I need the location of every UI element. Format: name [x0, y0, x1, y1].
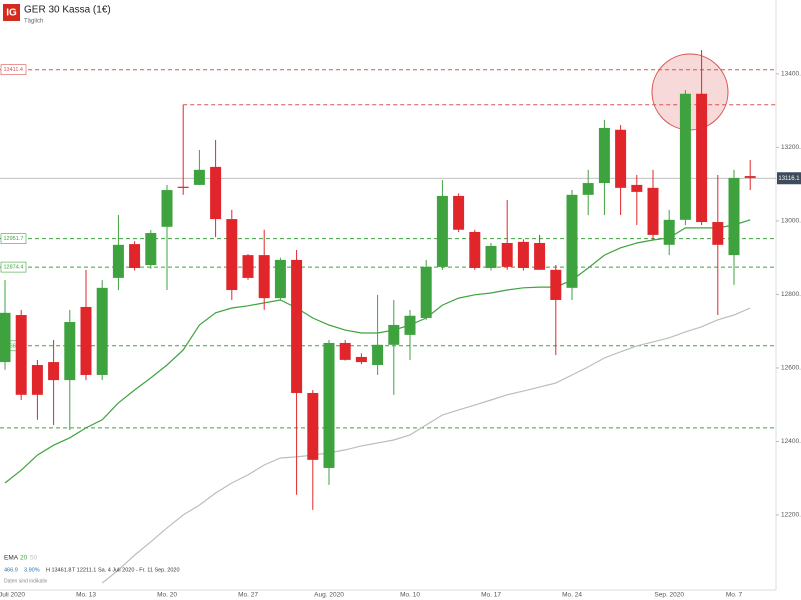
x-tick-label: Mo. 13 — [76, 592, 96, 599]
candle-body — [631, 184, 643, 192]
candle-body — [517, 241, 529, 268]
candle-body — [355, 356, 367, 363]
candle-body — [550, 269, 562, 300]
last-price-label: 13116.1 — [778, 176, 800, 182]
candle-body — [453, 195, 465, 230]
candle-body — [258, 255, 270, 299]
level-label: 12951.7 — [4, 236, 24, 242]
logo-box — [3, 4, 20, 21]
candle-body — [31, 365, 43, 395]
candle-body — [129, 244, 141, 268]
candle-body — [696, 93, 708, 223]
candle-body — [582, 183, 594, 195]
candle-body — [485, 245, 497, 268]
candle-body — [291, 259, 303, 393]
candle-body — [372, 344, 384, 366]
info-low: T 12211.1 — [72, 567, 96, 573]
candle-body — [647, 187, 659, 235]
y-tick-label: 12400.0 — [781, 438, 801, 445]
level-label-box — [0, 64, 27, 75]
x-tick-label: Mo. 7 — [726, 592, 743, 599]
candle-body — [307, 392, 319, 460]
candle-body — [469, 231, 481, 268]
ema-line — [101, 307, 751, 584]
x-tick-label: Mo. 27 — [238, 592, 258, 599]
candle-body — [242, 255, 254, 278]
x-tick-label: Aug. 2020 — [314, 592, 344, 599]
legend-entry: 20 — [20, 555, 28, 562]
candle-body — [712, 222, 724, 245]
level-label: 12660.3 — [4, 343, 24, 349]
plot: 12200.0 12400.0 12600.0 12800.0 13000.0 13200… — [0, 49, 801, 599]
info-range: Sa. 4 Juli 2020 - Fr. 11 Sep. 2020 — [98, 567, 180, 573]
y-tick-label: 12800.0 — [781, 291, 801, 298]
candle-body — [420, 266, 432, 318]
x-tick-label: Mo. 10 — [400, 592, 420, 599]
x-tick-label: Juli 2020 — [0, 592, 25, 599]
info-high: H 13461.8 — [46, 567, 71, 573]
x-tick-label: Mo. 20 — [157, 592, 177, 599]
candle-body — [64, 322, 76, 381]
candle-body — [112, 244, 124, 278]
note: Daten sind indikativ — [4, 578, 48, 584]
candle-body — [598, 127, 610, 184]
candle-body — [388, 324, 400, 345]
candle-body — [534, 242, 546, 270]
y-tick-label: 12200.0 — [781, 512, 801, 519]
candle-body — [80, 306, 92, 375]
candle-body — [96, 287, 108, 375]
candle-body — [404, 315, 416, 335]
candle-body — [663, 219, 675, 245]
chart-subtitle: Täglich — [24, 19, 43, 25]
info-change-pct: 3.90% — [24, 567, 40, 573]
candle-body — [566, 194, 578, 288]
x-tick-label: Sep. 2020 — [654, 592, 684, 599]
info-change: 466.9 — [4, 567, 18, 573]
level-label-box — [0, 261, 27, 273]
y-tick-label: 13000.0 — [781, 218, 801, 225]
legend-entry: 50 — [30, 555, 38, 562]
x-tick-label: Mo. 17 — [481, 592, 501, 599]
level-label: 12874.4 — [4, 265, 24, 271]
candle-body — [177, 186, 189, 188]
legend-title: EMA — [4, 555, 19, 562]
candle-body — [436, 195, 448, 267]
level-label-box — [0, 233, 27, 244]
candle-body — [615, 129, 627, 188]
candle-body — [501, 242, 513, 267]
logo: IG — [6, 8, 17, 19]
candle-body — [15, 315, 27, 395]
candle-body — [0, 312, 11, 363]
candle-body — [728, 177, 740, 256]
candle-body — [274, 259, 286, 299]
last-price-box — [777, 172, 801, 185]
y-tick-label: 13400.0 — [781, 71, 801, 78]
x-tick-label: Mo. 24 — [562, 592, 582, 599]
candle-body — [679, 93, 691, 220]
candle-body — [226, 219, 238, 291]
y-tick-label: 12600.0 — [781, 365, 801, 372]
candle-body — [210, 166, 222, 220]
candle-body — [323, 342, 335, 468]
candle-body — [161, 190, 173, 227]
candle-body — [193, 169, 205, 185]
chart-title: GER 30 Kassa (1€) — [24, 5, 111, 16]
candle-body — [339, 342, 351, 360]
candle-body — [145, 233, 157, 266]
candle-body — [48, 362, 60, 381]
level-label: 13411.4 — [4, 67, 23, 73]
candle-body — [744, 176, 756, 178]
y-tick-label: 13200.0 — [781, 144, 801, 151]
